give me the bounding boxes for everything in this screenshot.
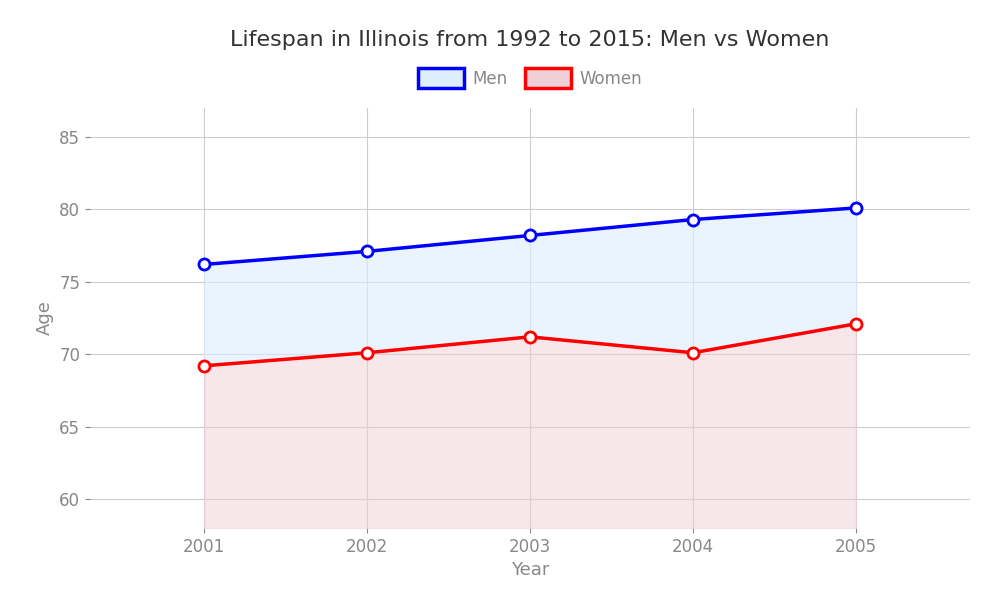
Line: Women: Women <box>199 318 861 371</box>
Men <box>361 248 373 255</box>
Men <box>687 216 699 223</box>
Y-axis label: Age: Age <box>36 301 54 335</box>
Men <box>524 232 536 239</box>
Women <box>361 349 373 356</box>
Title: Lifespan in Illinois from 1992 to 2015: Men vs Women: Lifespan in Illinois from 1992 to 2015: … <box>230 29 830 49</box>
Women <box>524 333 536 340</box>
X-axis label: Year: Year <box>511 561 549 579</box>
Women <box>850 320 862 328</box>
Legend: Men, Women: Men, Women <box>411 62 649 94</box>
Women <box>198 362 210 370</box>
Men <box>850 205 862 212</box>
Women <box>687 349 699 356</box>
Line: Men: Men <box>199 202 861 270</box>
Men <box>198 261 210 268</box>
